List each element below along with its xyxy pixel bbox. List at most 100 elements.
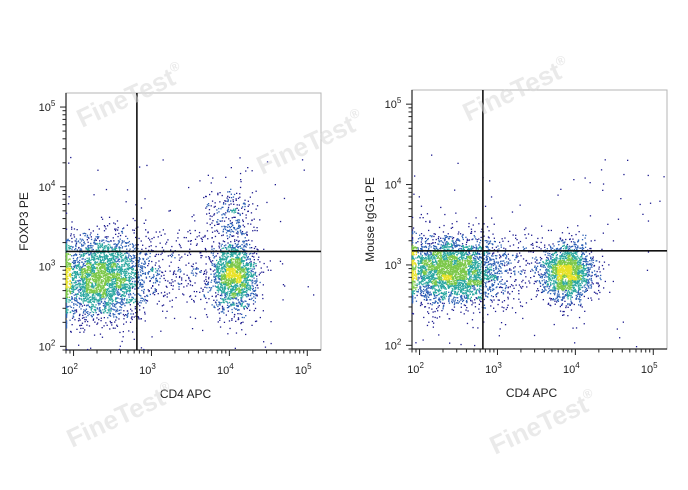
data-point	[100, 300, 103, 303]
data-point	[238, 219, 241, 221]
data-point	[230, 269, 232, 271]
data-point	[96, 289, 98, 291]
data-point	[236, 254, 238, 256]
data-point	[142, 300, 144, 302]
data-point	[77, 320, 80, 322]
data-point	[237, 241, 240, 243]
data-point	[114, 253, 116, 255]
data-point	[119, 283, 121, 285]
data-point	[79, 249, 81, 251]
data-point	[231, 290, 233, 292]
data-point	[134, 275, 136, 278]
data-point	[121, 299, 123, 302]
data-point	[123, 293, 125, 295]
data-point	[117, 313, 119, 315]
data-point	[166, 296, 168, 298]
data-point	[96, 287, 98, 289]
data-point	[104, 258, 107, 260]
data-point	[119, 247, 121, 249]
data-point	[116, 244, 118, 246]
data-point	[190, 240, 192, 242]
data-point	[90, 266, 92, 268]
data-point	[98, 302, 100, 304]
data-point	[234, 249, 236, 251]
data-point	[83, 316, 85, 319]
data-point	[152, 277, 154, 279]
data-point	[148, 276, 151, 278]
data-point	[242, 261, 244, 263]
data-point	[227, 198, 229, 201]
data-point	[245, 254, 247, 256]
data-point	[88, 296, 90, 299]
data-point	[119, 247, 121, 250]
data-point	[236, 262, 238, 264]
data-point	[84, 260, 86, 263]
data-point	[247, 276, 249, 278]
data-point	[104, 302, 106, 305]
data-point	[244, 285, 246, 287]
data-point	[229, 229, 231, 231]
data-point	[124, 273, 126, 275]
data-point	[78, 262, 81, 264]
data-point	[103, 267, 105, 269]
data-point	[157, 293, 159, 295]
data-point	[72, 285, 74, 287]
data-point	[270, 269, 272, 271]
data-point	[118, 277, 120, 279]
data-point	[169, 300, 171, 302]
data-point	[231, 286, 234, 288]
data-point	[252, 293, 255, 295]
data-point	[106, 256, 108, 258]
data-point	[214, 224, 216, 227]
data-point	[229, 327, 231, 330]
data-point	[130, 273, 132, 275]
data-point	[126, 242, 128, 244]
data-point	[249, 287, 252, 289]
data-point	[205, 297, 207, 299]
data-point	[227, 282, 229, 284]
data-point	[126, 274, 128, 276]
data-point	[82, 292, 84, 295]
data-point	[243, 233, 245, 235]
data-point	[75, 254, 78, 256]
data-point	[105, 291, 108, 293]
data-point	[96, 274, 98, 277]
data-point	[236, 227, 238, 230]
data-point	[254, 301, 256, 303]
data-point	[137, 281, 139, 283]
data-point	[223, 309, 225, 311]
data-point	[234, 263, 236, 265]
data-point	[116, 293, 118, 295]
data-point	[111, 303, 113, 305]
data-point	[87, 294, 89, 296]
data-point	[93, 291, 95, 294]
data-point	[90, 308, 92, 310]
data-point	[243, 202, 245, 204]
data-point	[138, 260, 140, 263]
data-point	[219, 294, 222, 297]
data-point	[227, 224, 230, 226]
data-point	[237, 257, 239, 259]
data-point	[114, 262, 116, 265]
data-point	[73, 279, 75, 281]
data-point	[100, 275, 102, 278]
data-point	[232, 287, 234, 289]
data-point	[228, 320, 231, 322]
data-point	[233, 307, 235, 309]
data-point	[178, 259, 181, 261]
data-point	[95, 236, 97, 238]
data-point	[128, 330, 130, 332]
data-point	[230, 253, 232, 255]
data-point	[131, 243, 134, 245]
data-point	[125, 256, 127, 258]
data-point	[225, 275, 228, 277]
data-point	[121, 289, 123, 291]
data-point	[151, 266, 154, 268]
data-point	[233, 289, 235, 291]
data-point	[243, 260, 245, 262]
data-point	[158, 265, 160, 267]
data-point	[107, 279, 110, 282]
data-point	[244, 199, 246, 201]
data-point	[134, 269, 137, 271]
data-point	[217, 268, 220, 270]
